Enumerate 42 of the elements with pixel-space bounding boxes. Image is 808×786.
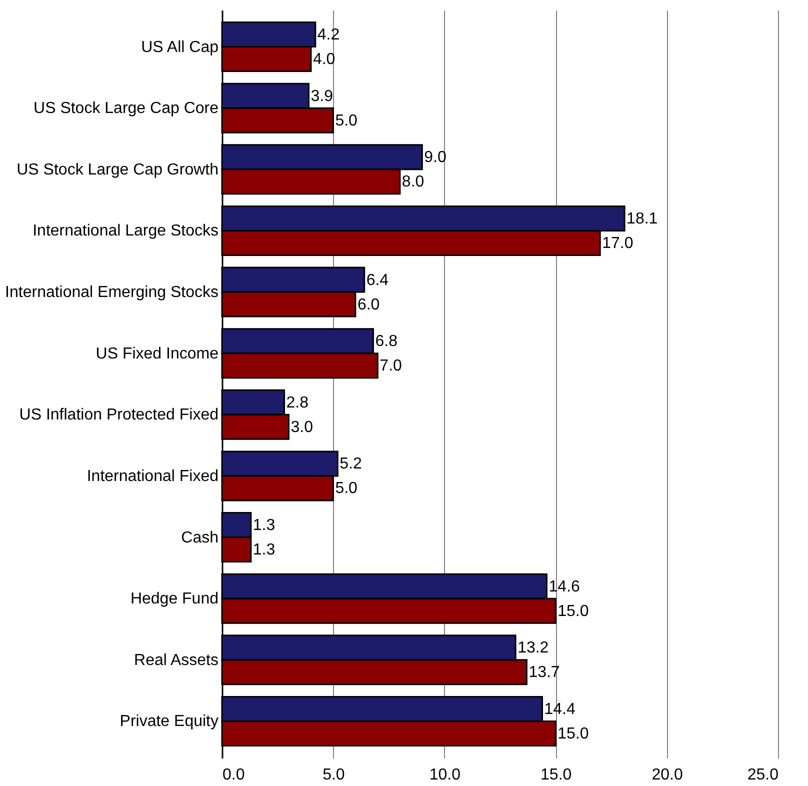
data-label: 8.0: [402, 174, 424, 191]
data-label: 6.4: [366, 272, 389, 289]
data-label: 15.0: [558, 602, 589, 620]
data-label: 13.7: [528, 664, 560, 682]
y-tick-label: International Emerging Stocks: [5, 284, 218, 302]
data-label: 4.0: [312, 51, 336, 68]
y-tick-label: Cash: [181, 529, 218, 546]
data-label: 7.0: [380, 358, 402, 375]
x-tick-label: 15.0: [540, 766, 572, 784]
data-label: 5.2: [340, 456, 362, 473]
y-tick-label: Hedge Fund: [130, 590, 218, 608]
data-label: 14.4: [544, 700, 576, 718]
x-tick-label: 5.0: [322, 766, 345, 784]
data-label: 6.0: [357, 296, 380, 314]
y-tick-label: US Stock Large Cap Growth: [16, 161, 218, 178]
y-tick-label: US Fixed Income: [96, 345, 219, 362]
data-label: 9.0: [424, 149, 447, 166]
y-tick-label: International Large Stocks: [32, 222, 218, 240]
x-tick-label: 0.0: [222, 766, 245, 784]
data-label: 17.0: [602, 234, 634, 252]
data-label: 5.0: [335, 480, 358, 498]
data-label: 14.6: [548, 578, 580, 596]
y-tick-label: International Fixed: [86, 468, 218, 485]
data-label: 3.9: [310, 88, 334, 105]
x-tick-label: 25.0: [747, 766, 779, 784]
data-label: 5.0: [335, 112, 358, 130]
data-label: 1.3: [252, 517, 276, 534]
y-tick-label: US All Cap: [141, 38, 219, 56]
x-tick-label: 20.0: [652, 766, 683, 784]
data-label: 13.2: [518, 640, 549, 657]
data-label: 1.3: [252, 542, 276, 559]
x-tick-label: 10.0: [429, 766, 461, 784]
y-tick-label: Real Assets: [134, 652, 218, 669]
y-tick-label: US Stock Large Cap Core: [34, 100, 219, 118]
data-label: 6.8: [375, 333, 398, 350]
y-tick-label: Private Equity: [120, 713, 218, 730]
data-label: 18.1: [626, 210, 658, 228]
y-tick-label: US Inflation Protected Fixed: [19, 406, 218, 424]
data-label: 2.8: [286, 394, 309, 412]
data-label: 3.0: [290, 418, 314, 436]
data-label: 4.2: [317, 26, 340, 44]
data-label: 15.0: [558, 725, 589, 742]
